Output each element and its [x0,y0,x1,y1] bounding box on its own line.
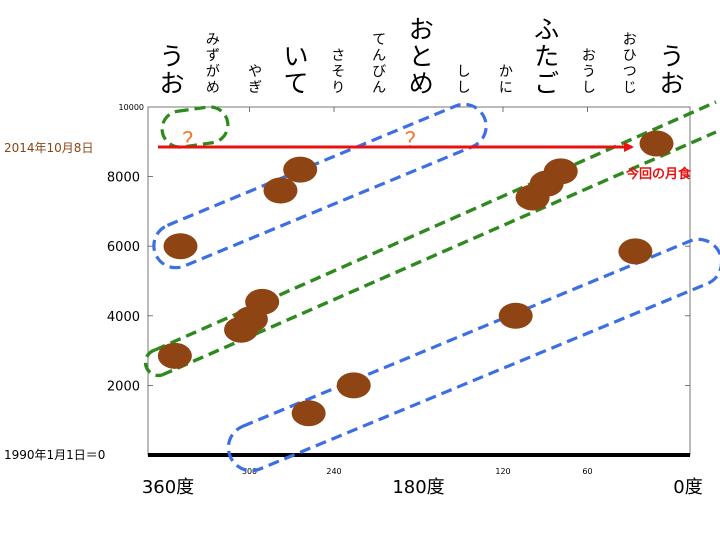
constellation-label: おうし [582,48,596,96]
y-tick-label: 4000 [107,310,140,325]
data-point [336,372,371,399]
blue-band-upper [152,102,488,270]
green-band-question [160,105,230,149]
svg-text:てんびん: てんびん [372,32,386,96]
svg-text:おひつじ: おひつじ [623,32,637,96]
data-point [157,342,192,369]
x-tick-label: 120 [495,467,510,476]
question-mark: ？ [182,129,204,154]
data-point [283,156,318,183]
x-tick-label: 60 [582,467,592,476]
constellation-label: いて [283,42,308,98]
svg-text:みずがめ: みずがめ [206,32,220,96]
svg-text:おうし: おうし [582,48,596,96]
svg-text:うお: うお [659,42,684,98]
svg-text:しし: しし [457,64,471,96]
constellation-label: かに [499,64,513,96]
reference-date-label: 2014年10月8日 [4,141,93,155]
svg-text:うお: うお [160,42,185,98]
svg-text:さそり: さそり [331,48,345,96]
constellation-label: おとめ [409,15,434,98]
x-axis-ticks: 300 240 120 60 [242,107,593,476]
x-bottom-labels: 360度 180度 0度 [142,477,703,498]
data-point [263,177,298,204]
data-point [543,158,578,185]
constellation-label: みずがめ [206,32,220,96]
constellation-label: ふたご [534,15,559,98]
data-point [291,400,326,427]
svg-text:いて: いて [283,42,308,98]
data-points [157,130,674,427]
data-point [498,302,533,329]
highlight-bands [143,100,720,473]
constellation-label: うお [160,42,185,98]
baseline-label: 1990年1月1日＝0 [4,448,105,462]
data-point [618,238,653,265]
x-bottom-label: 180度 [392,477,444,498]
green-band-end-cap [143,348,163,378]
y-axis-ticks: 2000 4000 6000 8000 [107,171,690,394]
data-point [163,233,198,260]
svg-text:やぎ: やぎ [248,64,262,96]
x-tick-label: 240 [326,467,341,476]
question-mark: ？ [405,129,427,154]
constellation-label: さそり [331,48,345,96]
svg-text:かに: かに [499,64,513,96]
svg-text:ふたご: ふたご [534,15,559,98]
data-point [639,130,674,157]
y-tick-label: 2000 [107,379,140,394]
constellation-label: しし [457,64,471,96]
svg-text:おとめ: おとめ [409,15,434,98]
x-bottom-label: 360度 [142,477,194,498]
y-tick-label: 6000 [107,240,140,255]
y-top-label: 10000 [119,103,144,112]
blue-band-lower [226,237,720,473]
data-point [245,288,280,315]
current-eclipse-label: 今回の月食 [625,166,692,182]
x-tick-label: 300 [242,467,257,476]
constellation-label: おひつじ [623,32,637,96]
constellation-label: うお [659,42,684,98]
y-tick-label: 8000 [107,171,140,186]
constellation-label: やぎ [248,64,262,96]
constellation-label: てんびん [372,32,386,96]
x-bottom-label: 0度 [673,477,702,498]
